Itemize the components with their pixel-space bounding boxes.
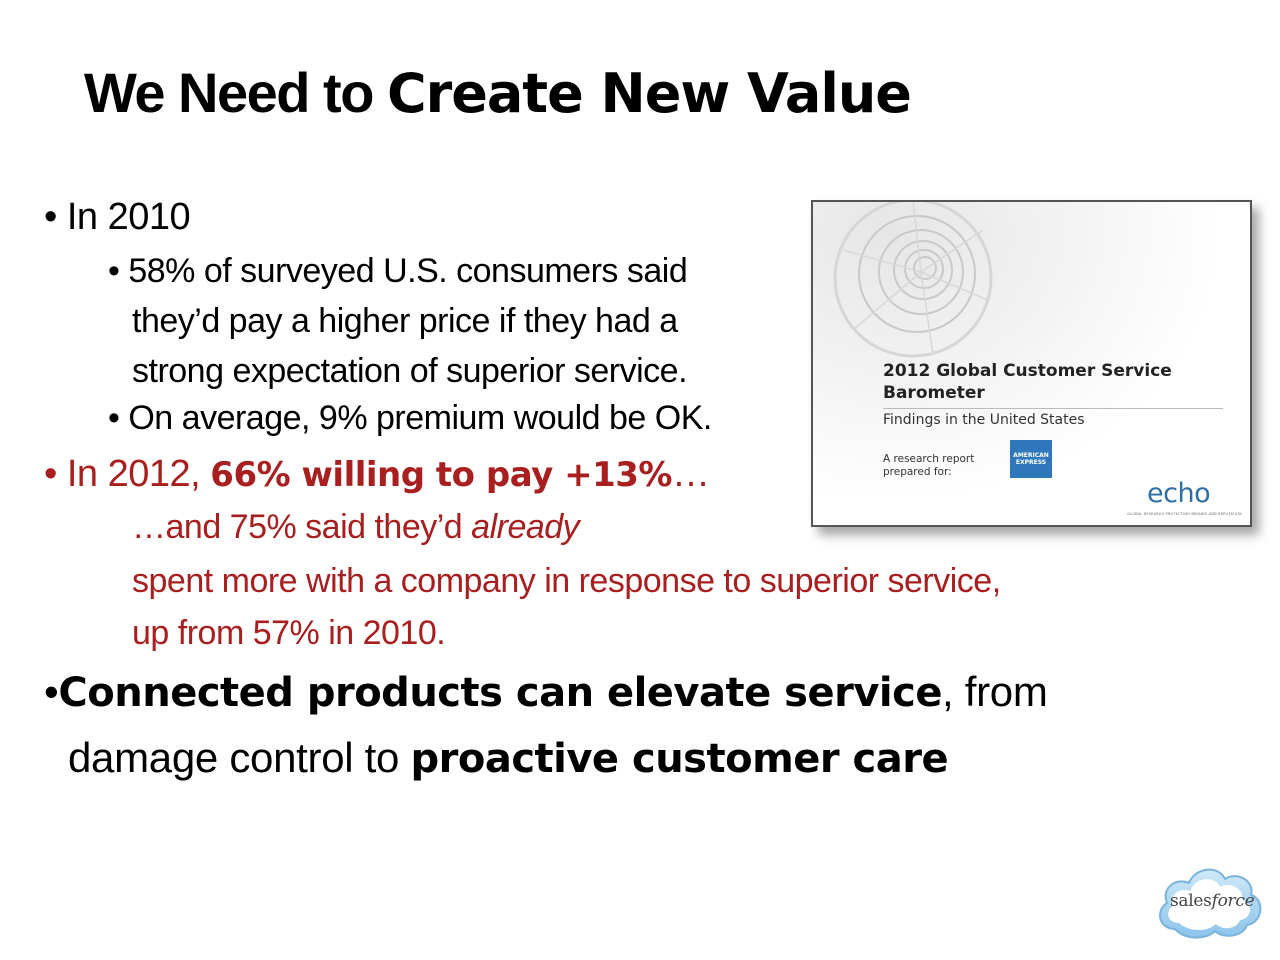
bullet-marker: • (44, 196, 57, 238)
slide-title-part-2: Create New Value (386, 62, 912, 125)
bullet-text-bold: 66% willing to pay +13% (210, 455, 672, 495)
american-express-logo-icon: AMERICAN EXPRESS (1010, 440, 1052, 478)
bullet-connected-products: •Connected products can elevate service,… (44, 668, 1048, 716)
bullet-in-2010: • In 2010 (44, 196, 191, 239)
line-text: …and 75% said they’d (132, 508, 472, 546)
bullet-text: 58% of surveyed U.S. consumers said (128, 252, 688, 290)
sub-bullet-58-percent-line-2: they’d pay a higher price if they had a (132, 302, 678, 340)
report-subtitle: Findings in the United States (883, 412, 1085, 428)
bullet-marker: • (108, 399, 120, 437)
salesforce-wordmark: salesforce (1170, 891, 1255, 911)
wordmark-part-1: sales (1170, 891, 1212, 911)
line-text: damage control to (68, 734, 411, 781)
prepared-line-2: prepared for: (883, 466, 952, 478)
bullet-text-bold: Connected products can elevate service (58, 670, 942, 716)
prepared-line-1: A research report (883, 453, 975, 465)
report-cover-image: 2012 Global Customer Service Barometer F… (811, 200, 1252, 527)
amex-line-1: AMERICAN (1013, 452, 1049, 459)
bullet-in-2012-line-4: up from 57% in 2010. (132, 614, 446, 652)
bullet-text: In 2010 (66, 196, 191, 238)
bullet-text-pre: In 2012, (66, 453, 211, 495)
bullet-text: On average, 9% premium would be OK. (128, 399, 712, 437)
bullet-in-2012-line-2: …and 75% said they’d already (132, 508, 580, 547)
sub-bullet-58-percent: • 58% of surveyed U.S. consumers said (108, 252, 688, 291)
bullet-text-post: … (671, 453, 710, 495)
sub-bullet-average-premium: • On average, 9% premium would be OK. (108, 399, 712, 438)
slide-title-part-1: We Need to (84, 61, 374, 124)
slide-title: We Need to Create New Value (84, 58, 912, 129)
bullet-in-2012: • In 2012, 66% willing to pay +13%… (44, 453, 710, 496)
wordmark-part-2: force (1211, 891, 1255, 911)
line-text-bold: proactive customer care (410, 736, 949, 782)
report-title-line-1: 2012 Global Customer Service (883, 361, 1172, 381)
salesforce-logo: salesforce (1153, 857, 1265, 947)
report-prepared-for: A research report prepared for: (883, 453, 974, 479)
bullet-text: , from (941, 668, 1048, 715)
bullet-marker: • (44, 453, 57, 495)
amex-line-2: EXPRESS (1015, 459, 1047, 466)
bullet-marker: • (108, 252, 120, 290)
report-divider (883, 408, 1223, 409)
nautilus-shell-icon (833, 202, 993, 358)
bullet-connected-products-line-2: damage control to proactive customer car… (68, 734, 949, 782)
report-title-line-2: Barometer (883, 383, 985, 403)
echo-tagline: GLOBAL RESEARCH PROTECTING BRANDS AND RE… (1127, 512, 1242, 516)
emphasis-already: already (471, 508, 580, 546)
bullet-marker: • (44, 668, 59, 715)
salesforce-cloud-icon (1159, 868, 1262, 939)
report-title: 2012 Global Customer Service Barometer (883, 360, 1172, 404)
sub-bullet-58-percent-line-3: strong expectation of superior service. (132, 352, 688, 390)
bullet-in-2012-line-3: spent more with a company in response to… (132, 562, 1001, 600)
echo-logo: echo (1147, 478, 1211, 509)
